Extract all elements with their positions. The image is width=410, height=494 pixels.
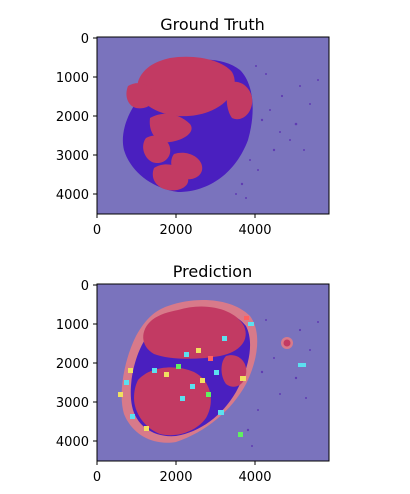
prediction-y-tick-label: 3000	[56, 396, 89, 411]
ground-truth-y-tick-label: 0	[81, 32, 89, 47]
ground-truth-frame	[96, 36, 330, 215]
prediction-panel: Prediction	[56, 262, 330, 485]
ground-truth-y-tick-label: 1000	[56, 71, 89, 86]
prediction-y-tick-label: 1000	[56, 318, 89, 333]
prediction-x-tick-label: 2000	[159, 470, 192, 485]
ground-truth-x-tick-label: 2000	[159, 223, 192, 238]
ground-truth-y-tick-label: 2000	[56, 110, 89, 125]
prediction-image	[97, 284, 329, 461]
prediction-noise	[118, 316, 254, 437]
ground-truth-y-tick-marks	[93, 37, 97, 195]
prediction-y-tick-label: 0	[81, 279, 89, 294]
prediction-x-tick-label: 4000	[238, 470, 271, 485]
prediction-y-tick-label: 4000	[56, 435, 89, 450]
ground-truth-panel: Ground Truth	[56, 15, 330, 238]
ground-truth-x-tick-label: 4000	[238, 223, 271, 238]
prediction-frame	[96, 283, 330, 462]
prediction-x-tick-marks	[96, 461, 256, 465]
ground-truth-image	[97, 37, 329, 214]
prediction-title: Prediction	[173, 262, 252, 281]
prediction-y-tick-label: 2000	[56, 357, 89, 372]
prediction-x-tick-label: 0	[93, 470, 101, 485]
ground-truth-y-tick-label: 4000	[56, 188, 89, 203]
ground-truth-x-tick-marks	[96, 214, 256, 218]
ground-truth-x-tick-label: 0	[93, 223, 101, 238]
prediction-y-tick-marks	[93, 284, 97, 442]
ground-truth-title: Ground Truth	[160, 15, 265, 34]
ground-truth-y-tick-label: 3000	[56, 149, 89, 164]
